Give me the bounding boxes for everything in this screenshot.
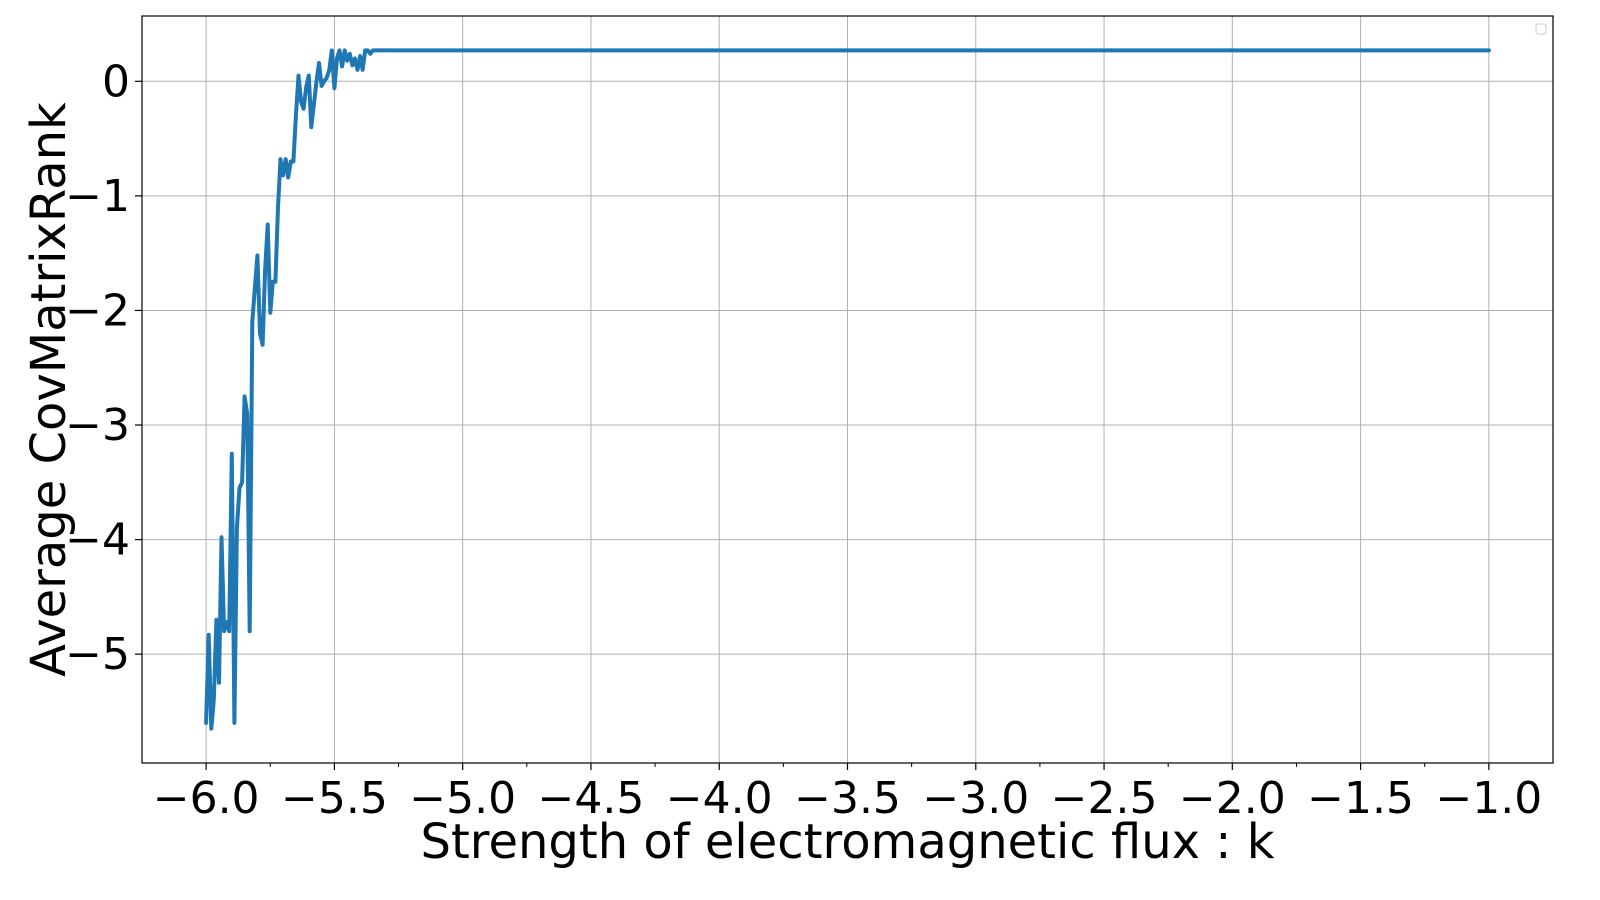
y-axis-label: Average CovMatrixRank <box>21 102 77 677</box>
x-tick-label: −5.5 <box>281 773 388 824</box>
x-tick-label: −5.0 <box>409 773 516 824</box>
x-tick-label: −4.5 <box>538 773 645 824</box>
x-tick-label: −1.5 <box>1307 773 1414 824</box>
x-tick-label: −4.0 <box>666 773 773 824</box>
y-tick-label: −5 <box>65 629 130 680</box>
x-axis-label: Strength of electromagnetic flux : k <box>420 814 1274 870</box>
y-tick-label: −4 <box>65 515 130 566</box>
series-layer <box>204 48 1491 731</box>
x-tick-label: −3.0 <box>922 773 1029 824</box>
x-tick-label: −1.0 <box>1435 773 1542 824</box>
x-tick-label: −2.0 <box>1179 773 1286 824</box>
grid <box>142 16 1553 763</box>
x-tick-label: −3.5 <box>794 773 901 824</box>
x-tick-label: −2.5 <box>1051 773 1158 824</box>
x-tick-label: −6.0 <box>153 773 260 824</box>
y-tick-label: −1 <box>65 171 130 222</box>
y-tick-label: 0 <box>102 56 130 107</box>
y-tick-label: −3 <box>65 400 130 451</box>
y-tick-label: −2 <box>65 285 130 336</box>
legend-box <box>1535 23 1547 35</box>
ticks: −6.0 −5.5 −5.0 −4.5 −4.0 −3.5 −3.0 −2.5 −2.0 −1.5… <box>65 56 1542 824</box>
